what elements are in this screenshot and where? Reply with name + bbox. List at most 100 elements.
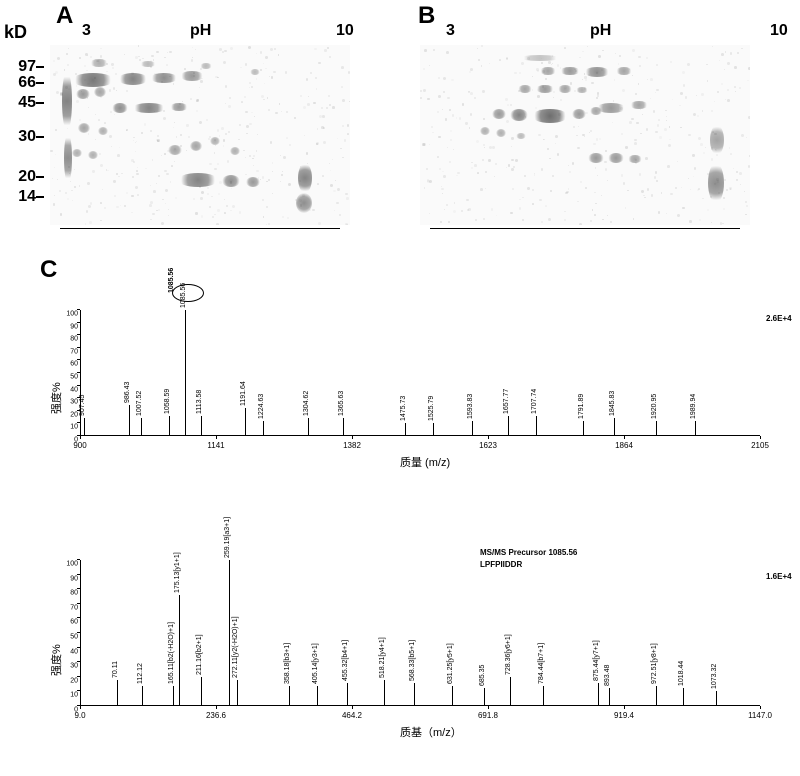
spectrum-peak-label: 259.19[a3+1] bbox=[224, 517, 231, 558]
spec2-ylabel: 强度% bbox=[48, 644, 64, 676]
spectrum-peak-label: 631.25[y5+1] bbox=[447, 643, 454, 684]
spectrum-peak-label: 112.12 bbox=[137, 663, 144, 684]
gel-spot bbox=[250, 69, 260, 75]
kd-dash bbox=[36, 136, 44, 138]
gel-spot bbox=[168, 145, 182, 155]
spectrum-peak bbox=[510, 677, 511, 706]
gel-spot bbox=[708, 163, 724, 203]
spec-yaxis bbox=[80, 560, 81, 706]
spectrum-peak bbox=[84, 418, 85, 436]
gel-panel-b bbox=[420, 45, 750, 225]
gel-spot bbox=[496, 129, 506, 137]
spec-ytick: 20 bbox=[70, 411, 78, 418]
spectrum-peak-label: 1989.94 bbox=[690, 394, 697, 419]
spectrum-peak bbox=[656, 686, 657, 706]
precursor-text-1: MS/MS Precursor 1085.56 bbox=[480, 548, 577, 557]
spec-xtick: 1382 bbox=[343, 441, 361, 450]
spectrum-peak-label: 907.45 bbox=[79, 395, 86, 416]
gel-spot bbox=[140, 61, 156, 67]
spec-xtick: 1147.0 bbox=[748, 711, 772, 720]
spec-xtick: 919.4 bbox=[614, 711, 634, 720]
gel-spot bbox=[560, 67, 580, 75]
kd-axis-label: kD bbox=[4, 22, 27, 43]
spectrum-peak-label: 455.32[b4+1] bbox=[342, 640, 349, 681]
spec-xtick: 1141 bbox=[207, 441, 224, 450]
spec-xtick: 900 bbox=[73, 441, 86, 450]
kd-dash bbox=[36, 66, 44, 68]
spec-ytick: 60 bbox=[70, 361, 78, 368]
gel-spot bbox=[510, 109, 528, 121]
spectrum-peak-label: 893.48 bbox=[604, 665, 611, 686]
spec-ytick: 40 bbox=[70, 648, 78, 655]
spec-ytick: 50 bbox=[70, 634, 78, 641]
spectrum-peak bbox=[169, 416, 170, 436]
spectrum-peak bbox=[237, 680, 238, 706]
spectrum-peak-label: 1791.89 bbox=[578, 394, 585, 419]
spectrum-peak-label: 1845.83 bbox=[609, 391, 616, 416]
spec-xtick: 2105 bbox=[751, 441, 769, 450]
spectrum-peak-label: 518.21[y4+1] bbox=[379, 637, 386, 678]
spec-xtick: 464.2 bbox=[342, 711, 362, 720]
spectrum-peak bbox=[683, 688, 684, 706]
spectrum-peak-label: 728.36[y6+1] bbox=[505, 634, 512, 675]
spectrum-peak bbox=[598, 683, 599, 706]
kd-tick-66: 66 bbox=[6, 74, 36, 92]
spectrum-peak-label: 1058.59 bbox=[164, 389, 171, 414]
gel-spot bbox=[178, 173, 218, 187]
spectrum-peak bbox=[117, 680, 118, 706]
gel-spot bbox=[532, 109, 568, 123]
gel-spot bbox=[76, 89, 90, 99]
gel-spot bbox=[72, 149, 82, 157]
spectrum-peak-label: 1475.73 bbox=[400, 396, 407, 421]
spectrum-peak bbox=[185, 310, 186, 436]
spectrum-peak bbox=[716, 691, 717, 706]
panel-c-label: C bbox=[40, 256, 57, 284]
gel-panel-a bbox=[50, 45, 350, 225]
gel-spot bbox=[170, 103, 188, 111]
gel-spot bbox=[210, 137, 220, 145]
spectrum-peak bbox=[179, 595, 180, 706]
spectrum-peak-label: 1657.77 bbox=[503, 389, 510, 414]
gel-spot bbox=[630, 101, 648, 109]
spec-xtick: 9.0 bbox=[74, 711, 85, 720]
gel-spot bbox=[540, 67, 556, 75]
gel-spot bbox=[94, 87, 106, 97]
spec-ytick: 100 bbox=[66, 311, 78, 318]
spectrum-peak bbox=[543, 686, 544, 706]
gel-spot bbox=[518, 85, 532, 93]
circled-peak-marker bbox=[172, 284, 204, 302]
gel-spot bbox=[230, 147, 240, 155]
kd-tick-20: 20 bbox=[6, 168, 36, 186]
spectrum-peak-label: 358.18[b3+1] bbox=[284, 642, 291, 683]
gel-spot bbox=[616, 67, 632, 75]
spectrum-peak bbox=[405, 423, 406, 436]
spectrum-peak-label: 1365.63 bbox=[338, 391, 345, 416]
spec-xtick: 236.6 bbox=[206, 711, 226, 720]
spec2-xlabel: 质基（m/z） bbox=[400, 724, 462, 740]
spectrum-peak bbox=[263, 421, 264, 436]
spectrum-peak bbox=[384, 680, 385, 706]
spec-ytick: 50 bbox=[70, 374, 78, 381]
gel-spot bbox=[78, 123, 90, 133]
gel-spot bbox=[190, 141, 202, 151]
kd-dash bbox=[36, 176, 44, 178]
gel-spot bbox=[296, 193, 312, 213]
spectrum-peak bbox=[508, 416, 509, 436]
spectrum-peak-label: 405.14[y3+1] bbox=[312, 643, 319, 684]
spectrum-peak-label: 70.11 bbox=[112, 661, 119, 678]
spec-ytick: 30 bbox=[70, 663, 78, 670]
spectrum-peak-label: 1707.74 bbox=[531, 389, 538, 414]
gel-spot bbox=[200, 63, 212, 69]
spectrum-peak bbox=[695, 421, 696, 436]
kd-dash bbox=[36, 102, 44, 104]
spectrum-peak bbox=[317, 686, 318, 706]
spectrum-peak-label: 1018.44 bbox=[678, 661, 685, 686]
spectrum-peak bbox=[472, 421, 473, 436]
kd-tick-14: 14 bbox=[6, 188, 36, 206]
precursor-text-2: LPFPIIDDR bbox=[480, 560, 522, 569]
spectrum-peak-label: 1920.95 bbox=[651, 394, 658, 419]
spec-ytick: 20 bbox=[70, 677, 78, 684]
spectrum-peak-label: 1007.52 bbox=[136, 391, 143, 416]
ph-min-b: 3 bbox=[446, 22, 455, 40]
panel-a-label: A bbox=[56, 2, 73, 30]
